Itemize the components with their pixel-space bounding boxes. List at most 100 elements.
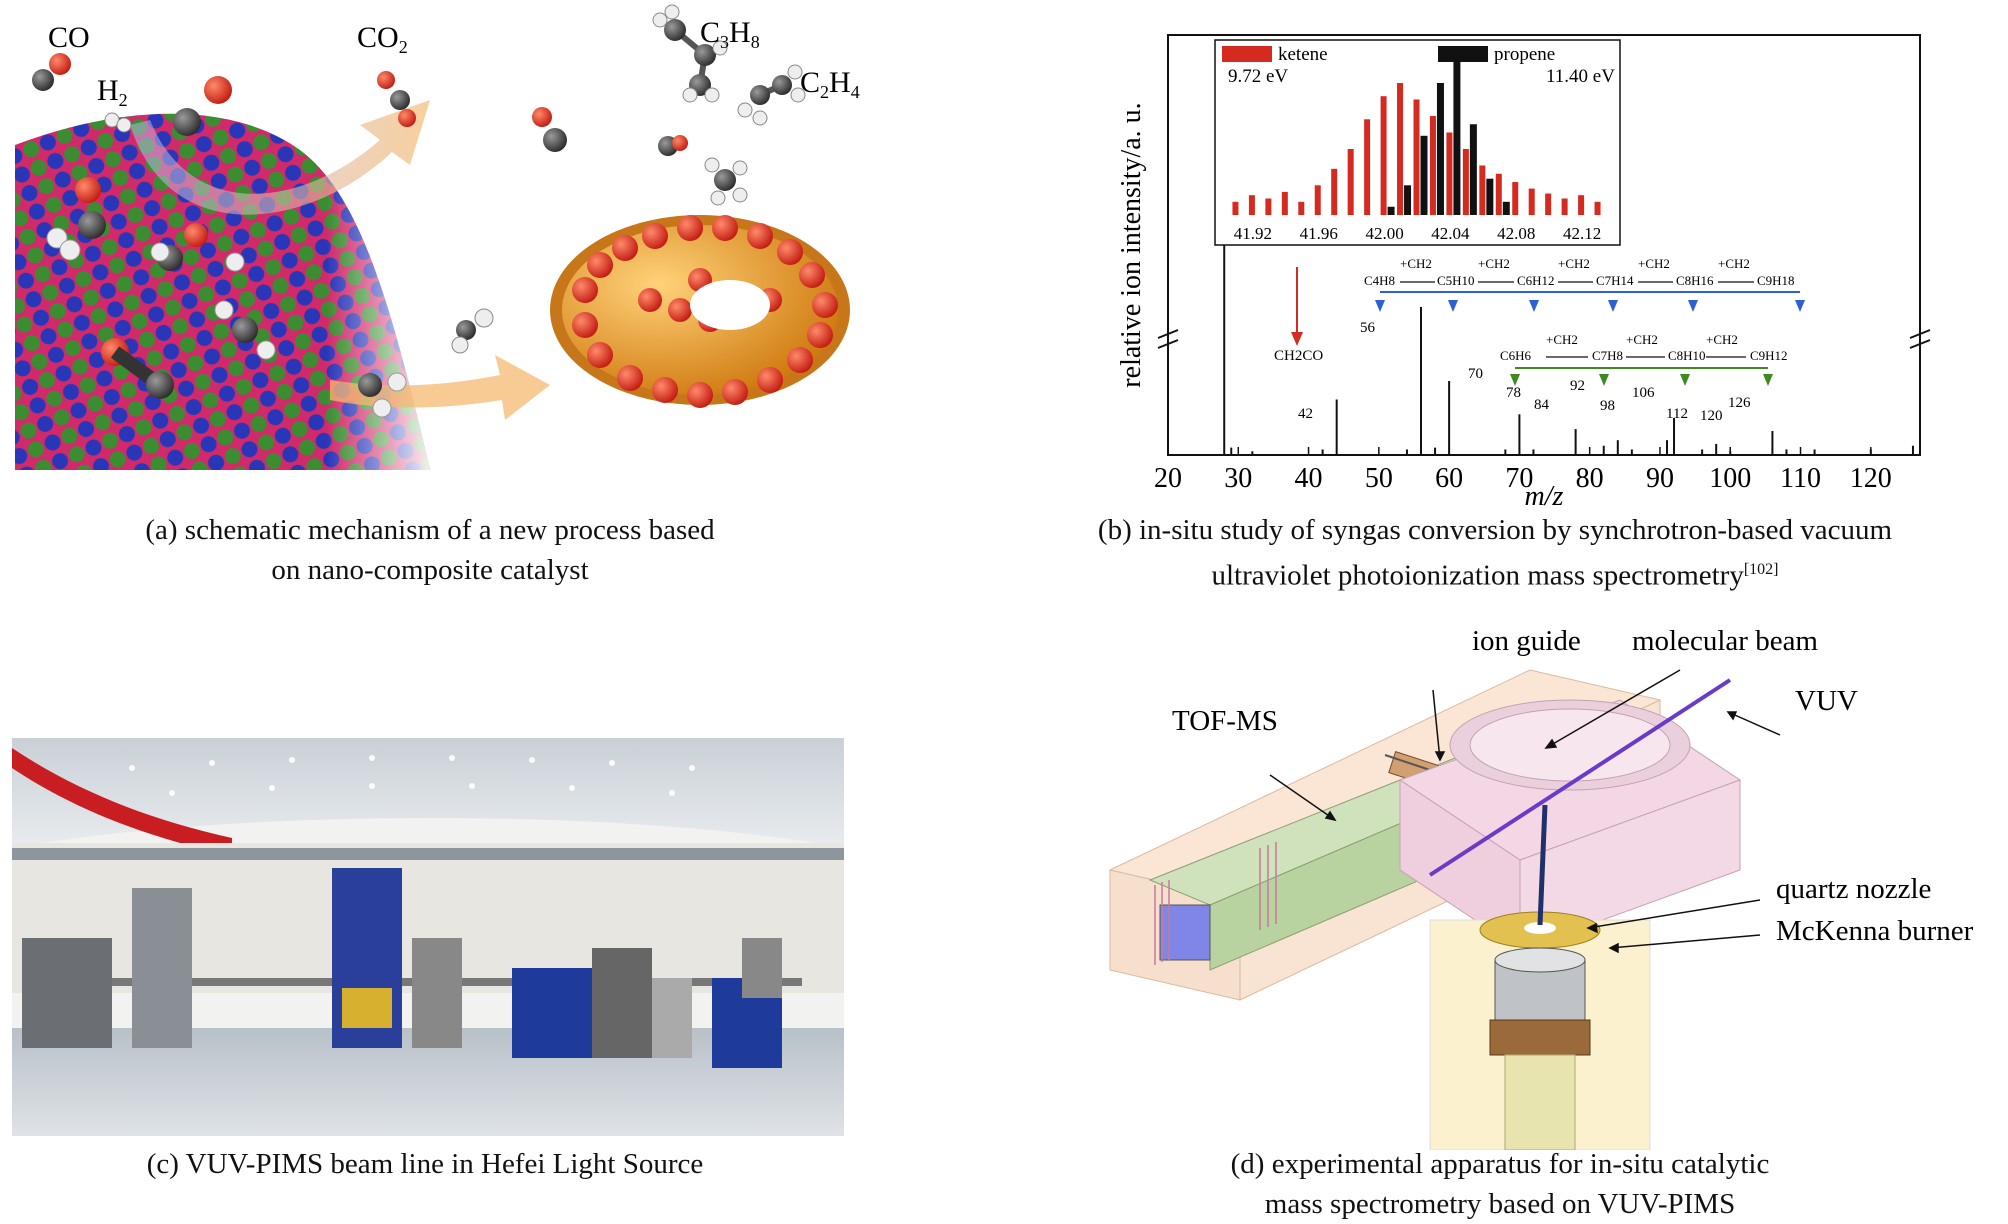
tofms-coils xyxy=(1154,842,1277,965)
inset-bar-ketene xyxy=(1248,195,1255,215)
y-axis-label: relative ion intensity/a. u. xyxy=(1116,102,1147,387)
inset-bar-ketene xyxy=(1413,99,1420,215)
ethylene-molecule xyxy=(737,64,806,126)
panel-b-caption-line2: ultraviolet photoionization mass spectro… xyxy=(1211,559,1779,592)
aromatic-c9h12: C9H12 xyxy=(1750,348,1788,363)
inset-tick-label: 42.00 xyxy=(1365,224,1403,243)
molecular-beam-line xyxy=(1537,804,1548,926)
inset-bar-ketene xyxy=(1298,201,1305,215)
aromatic-c7h8: C7H8 xyxy=(1592,348,1623,363)
inset-bar-propene xyxy=(1387,206,1395,215)
label-ion-guide: ion guide xyxy=(1472,630,1581,657)
inset-tick-label: 42.08 xyxy=(1497,224,1535,243)
panel-b-caption: (b) in-situ study of syngas conversion b… xyxy=(1000,510,1990,596)
peak-label-126: 126 xyxy=(1728,395,1751,411)
legend-propene-ev: 11.40 eV xyxy=(1546,66,1615,87)
reaction-arrow-up xyxy=(130,100,430,215)
red-banner xyxy=(12,748,232,856)
inset-bar-ketene xyxy=(1495,173,1502,215)
x-tick-label: 60 xyxy=(1435,463,1463,494)
inset-bars xyxy=(1232,58,1601,215)
label-h2: H2 xyxy=(97,74,128,110)
x-tick-label: 90 xyxy=(1646,463,1674,494)
inset-tick-label: 41.96 xyxy=(1300,224,1338,243)
equipment xyxy=(12,848,844,1068)
x-tick-label: 40 xyxy=(1295,463,1323,494)
legend-propene-swatch xyxy=(1438,46,1488,62)
olefin-series: C4H8 C5H10 C6H12 C7H14 C8H16 C9H18 +CH2 … xyxy=(1364,256,1805,312)
peak-label-120: 120 xyxy=(1700,408,1723,424)
axis-break-right xyxy=(1909,329,1931,349)
olefin-plus-ch2-2: +CH2 xyxy=(1478,256,1510,271)
olefin-plus-ch2-4: +CH2 xyxy=(1638,256,1670,271)
legend-ketene-swatch xyxy=(1222,46,1272,62)
olefin-plus-ch2-3: +CH2 xyxy=(1558,256,1590,271)
inset-bar-propene xyxy=(1420,135,1428,215)
inset-bar-ketene xyxy=(1446,132,1453,215)
olefin-c8h16: C8H16 xyxy=(1676,273,1714,288)
ceiling-lights xyxy=(129,755,695,796)
panel-b-citation: [102] xyxy=(1743,561,1779,578)
aromatic-series: C6H6 C7H8 C8H10 C9H12 +CH2 +CH2 +CH2 xyxy=(1500,332,1788,386)
olefin-c9h18: C9H18 xyxy=(1757,273,1795,288)
x-tick-label: 80 xyxy=(1576,463,1604,494)
ceiling xyxy=(12,738,844,848)
vacuum-chamber xyxy=(1398,699,1742,951)
olefin-plus-ch2-1: +CH2 xyxy=(1400,256,1432,271)
inset-bar-ketene xyxy=(1479,165,1486,215)
inset-bar-propene xyxy=(1486,178,1494,215)
aromatic-c6h6: C6H6 xyxy=(1500,348,1532,363)
panel-a-caption: (a) schematic mechanism of a new process… xyxy=(40,510,820,590)
x-tick-label: 30 xyxy=(1224,463,1252,494)
x-axis-label: m/z xyxy=(1525,481,1564,510)
leader-lines xyxy=(1269,669,1781,954)
inset-bar-ketene xyxy=(1561,198,1568,215)
inset-bar-ketene xyxy=(1578,195,1585,215)
panel-d-caption: (d) experimental apparatus for in-situ c… xyxy=(1120,1144,1880,1224)
apparatus-diagram: TOF-MS ion guide molecular beam VUV quar… xyxy=(1108,625,1974,1151)
legend-propene-label: propene xyxy=(1494,44,1555,65)
inset-tick-label: 42.04 xyxy=(1431,224,1470,243)
axis-break-left xyxy=(1157,329,1179,349)
peak-label-106: 106 xyxy=(1632,385,1655,401)
panel-d-figure: TOF-MS ion guide molecular beam VUV quar… xyxy=(1100,625,2000,1151)
inset-bar-ketene xyxy=(1281,191,1288,215)
panel-d-caption-line1: (d) experimental apparatus for in-situ c… xyxy=(1230,1148,1770,1180)
beamline-photo xyxy=(12,738,844,1136)
aromatic-plus-ch2-1: +CH2 xyxy=(1546,332,1578,347)
peak-label-78: 78 xyxy=(1506,385,1521,401)
legend-ketene-ev: 9.72 eV xyxy=(1228,66,1288,87)
methane-molecule xyxy=(704,157,748,206)
tofms-window xyxy=(1159,904,1211,961)
panel-a-figure: CO H2 CO2 C3H8 C2H4 xyxy=(0,0,870,470)
inset-bar-ketene xyxy=(1331,168,1338,215)
inset-bar-propene xyxy=(1502,201,1510,215)
inset-bar-propene xyxy=(1404,185,1412,215)
peak-label-42: 42 xyxy=(1298,406,1313,422)
panel-c-photo xyxy=(12,738,844,1136)
x-tick-label: 50 xyxy=(1365,463,1393,494)
label-vuv: VUV xyxy=(1795,685,1858,717)
inset-bar-ketene xyxy=(1265,198,1272,215)
propane-molecule xyxy=(652,4,728,103)
x-tick-label: 120 xyxy=(1850,463,1892,494)
vuv-beam-line xyxy=(1428,678,1732,877)
inset-bar-propene xyxy=(1469,124,1477,215)
inset-bar-ketene xyxy=(1594,201,1601,215)
label-molecular-beam: molecular beam xyxy=(1632,630,1818,657)
gas-molecules xyxy=(32,4,806,354)
panel-c-caption: (c) VUV-PIMS beam line in Hefei Light So… xyxy=(146,1148,704,1180)
inset-bar-ketene xyxy=(1528,188,1535,215)
zeolite-framework xyxy=(550,215,850,408)
x-tick-label: 20 xyxy=(1154,463,1182,494)
burner-cross xyxy=(1429,911,1651,1151)
inset-bar-ketene xyxy=(1347,149,1354,215)
x-tick-label: 70 xyxy=(1505,463,1533,494)
inset-bar-ketene xyxy=(1462,149,1469,215)
inset-bar-ketene xyxy=(1364,119,1371,215)
plot-frame xyxy=(1167,34,1921,456)
inset-bar-propene xyxy=(1436,83,1444,215)
inset-bar-ketene xyxy=(1429,116,1436,215)
inset-bar-propene xyxy=(1453,58,1461,215)
inset-bar-ketene xyxy=(1380,96,1387,215)
